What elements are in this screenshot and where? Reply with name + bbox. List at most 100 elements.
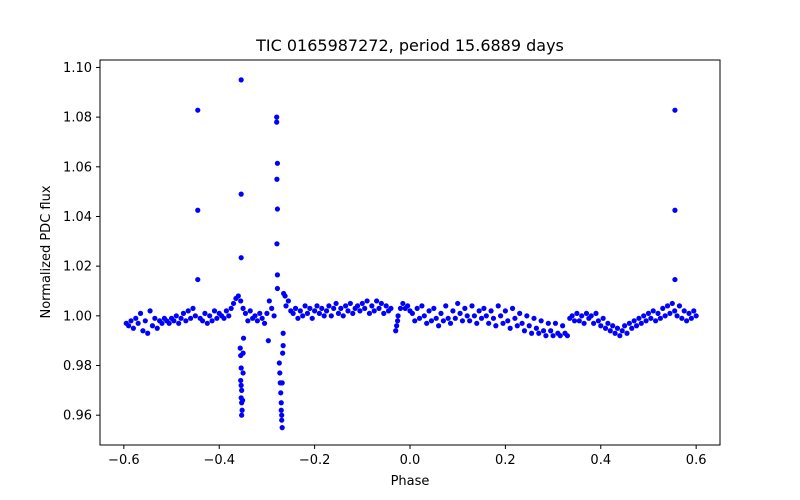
data-point: [505, 318, 511, 324]
y-tick-label: 1.10: [63, 61, 92, 76]
data-point: [495, 303, 501, 309]
data-point: [576, 318, 582, 324]
data-point: [610, 323, 616, 329]
data-point: [600, 315, 606, 321]
data-point: [176, 320, 182, 326]
y-tick-label: 1.00: [63, 309, 92, 324]
data-point: [626, 320, 632, 326]
data-points: [123, 77, 699, 431]
data-point: [507, 325, 513, 331]
data-point: [469, 303, 475, 309]
data-point: [374, 298, 380, 304]
data-point: [593, 310, 599, 316]
data-point: [326, 303, 332, 309]
data-point: [279, 380, 285, 386]
data-point: [221, 315, 227, 321]
data-point: [238, 191, 244, 197]
data-point: [452, 315, 458, 321]
data-point: [274, 285, 281, 292]
data-point: [664, 303, 671, 309]
data-point: [192, 313, 198, 319]
data-point: [240, 305, 246, 311]
data-point: [274, 176, 280, 182]
data-point: [202, 310, 208, 316]
data-point: [145, 330, 151, 336]
data-point: [173, 313, 179, 319]
data-point: [667, 310, 673, 316]
data-point: [279, 417, 285, 423]
data-point: [445, 315, 451, 321]
data-point: [238, 77, 244, 83]
data-point: [279, 425, 285, 431]
data-point: [152, 315, 158, 321]
data-point: [300, 313, 306, 319]
data-point: [552, 320, 559, 326]
data-point: [266, 298, 272, 304]
data-point: [660, 305, 666, 311]
data-point: [154, 325, 160, 331]
data-point: [533, 325, 539, 331]
data-point: [133, 315, 139, 321]
data-point: [265, 338, 271, 344]
data-point: [650, 308, 656, 314]
data-point: [588, 313, 594, 319]
y-axis-label: Normalized PDC flux: [39, 185, 54, 318]
data-point: [414, 305, 420, 311]
data-point: [369, 303, 375, 309]
y-tick-label: 1.04: [63, 210, 92, 225]
data-point: [483, 313, 489, 319]
data-point: [149, 323, 156, 329]
data-point: [679, 315, 685, 321]
data-point: [316, 310, 322, 316]
data-point: [462, 305, 468, 311]
data-point: [512, 315, 518, 321]
data-point: [340, 313, 346, 319]
data-point: [641, 313, 647, 319]
data-point: [199, 318, 206, 324]
data-point: [638, 320, 644, 326]
data-point: [426, 308, 432, 314]
data-point: [321, 313, 327, 319]
data-point: [274, 114, 280, 120]
data-point: [564, 333, 570, 339]
data-point: [412, 318, 418, 324]
data-point: [142, 318, 148, 324]
x-axis: −0.6 −0.4 −0.2 0.0 0.2 0.4 0.6: [108, 445, 706, 468]
data-point: [312, 308, 318, 314]
data-point: [278, 407, 284, 413]
y-tick-label: 0.98: [63, 359, 92, 374]
data-point: [617, 333, 623, 339]
data-point: [239, 387, 245, 393]
data-point: [228, 305, 234, 311]
data-point: [238, 365, 244, 371]
data-point: [579, 313, 585, 319]
data-point: [252, 313, 258, 319]
data-point: [464, 313, 470, 319]
data-point: [395, 313, 401, 319]
data-point: [178, 315, 184, 321]
data-point: [345, 308, 351, 314]
data-point: [378, 300, 384, 307]
data-point: [338, 305, 344, 311]
data-point: [278, 400, 284, 406]
data-point: [159, 320, 165, 326]
data-point: [474, 320, 480, 326]
data-point: [686, 310, 692, 316]
data-point: [643, 318, 649, 324]
data-point: [657, 315, 663, 321]
data-point: [195, 107, 201, 113]
data-point: [388, 305, 394, 311]
y-tick-label: 1.06: [63, 160, 92, 175]
data-point: [493, 323, 499, 329]
data-point: [645, 310, 652, 316]
data-point: [147, 308, 153, 314]
data-point: [235, 293, 241, 299]
data-point: [309, 315, 315, 321]
data-point: [366, 310, 373, 316]
data-point: [400, 300, 406, 307]
x-tick-label: 0.0: [400, 453, 421, 468]
data-point: [280, 330, 286, 336]
data-point: [612, 330, 618, 336]
data-point: [376, 305, 382, 311]
